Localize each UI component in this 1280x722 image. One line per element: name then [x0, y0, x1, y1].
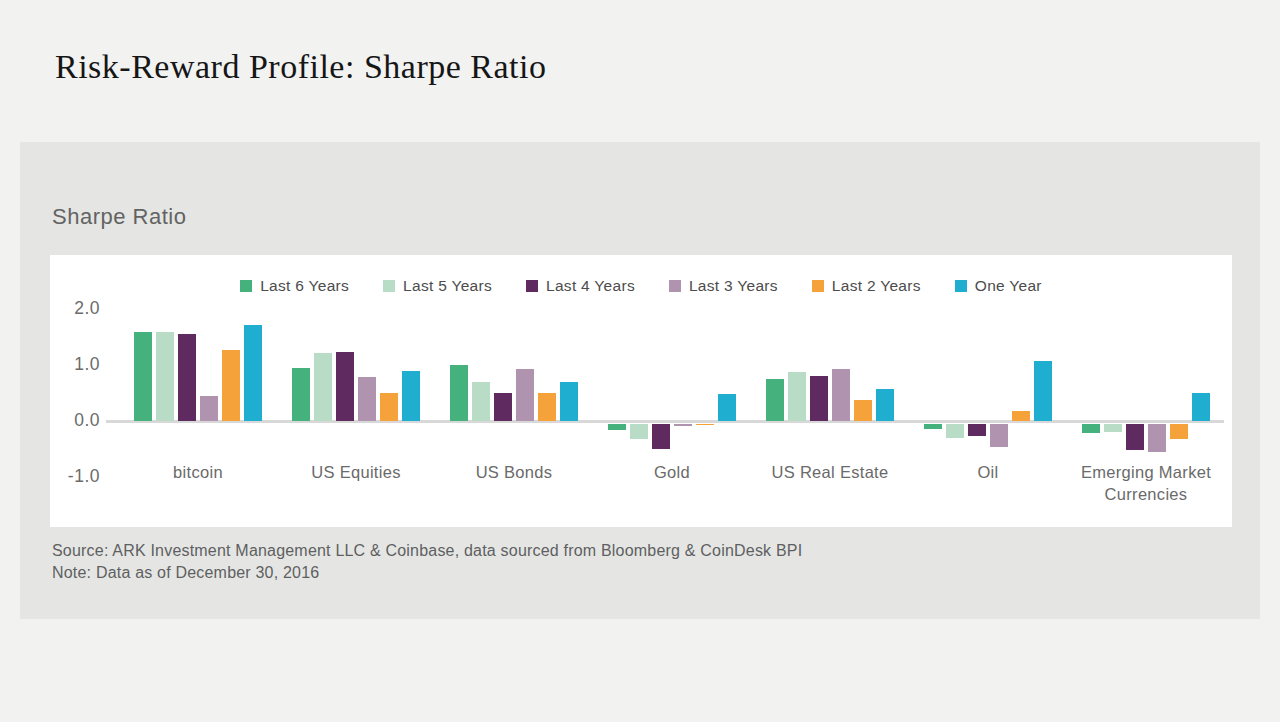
bar-one-year — [876, 389, 894, 421]
plot-area: 2.0 1.0 0.0 -1.0 bitcoinUS EquitiesUS BondsG… — [50, 255, 1232, 527]
source-line: Source: ARK Investment Management LLC & … — [52, 540, 802, 562]
bar-last-4-years — [968, 424, 986, 436]
bar-last-3-years — [516, 369, 534, 421]
bar-last-5-years — [1104, 424, 1122, 432]
bar-one-year — [244, 325, 262, 421]
bar-last-3-years — [832, 369, 850, 421]
bar-last-5-years — [630, 424, 648, 439]
zero-axis-line — [106, 420, 1224, 423]
x-axis-category-label: US Equities — [268, 461, 444, 483]
y-axis-tick: 1.0 — [54, 354, 100, 375]
page-title: Risk-Reward Profile: Sharpe Ratio — [55, 48, 546, 86]
bar-last-6-years — [134, 332, 152, 421]
y-axis-tick: 0.0 — [54, 410, 100, 431]
note-line: Note: Data as of December 30, 2016 — [52, 562, 802, 584]
bar-last-6-years — [608, 424, 626, 430]
bar-last-2-years — [854, 400, 872, 421]
chart-area: Last 6 YearsLast 5 YearsLast 4 YearsLast… — [50, 255, 1232, 527]
bar-last-6-years — [924, 424, 942, 429]
x-axis-category-label: Emerging Market Currencies — [1058, 461, 1234, 506]
bar-last-2-years — [1012, 411, 1030, 421]
bar-one-year — [1192, 393, 1210, 421]
bar-last-3-years — [674, 424, 692, 426]
bar-last-4-years — [1126, 424, 1144, 450]
bar-last-2-years — [696, 424, 714, 425]
bar-last-4-years — [494, 393, 512, 421]
bar-one-year — [560, 382, 578, 421]
bar-last-4-years — [336, 352, 354, 421]
chart-subtitle: Sharpe Ratio — [52, 204, 186, 230]
bar-last-4-years — [652, 424, 670, 449]
bar-last-4-years — [810, 376, 828, 421]
bar-last-6-years — [1082, 424, 1100, 433]
bar-last-5-years — [788, 372, 806, 421]
bar-last-6-years — [450, 365, 468, 421]
bar-last-4-years — [178, 334, 196, 421]
bar-last-3-years — [200, 396, 218, 421]
source-note: Source: ARK Investment Management LLC & … — [52, 540, 802, 584]
x-axis-category-label: US Real Estate — [742, 461, 918, 483]
bar-last-5-years — [156, 332, 174, 421]
bar-last-5-years — [314, 353, 332, 421]
bar-last-2-years — [1170, 424, 1188, 439]
bar-last-2-years — [222, 350, 240, 421]
y-axis-tick: -1.0 — [54, 466, 100, 487]
bar-last-2-years — [538, 393, 556, 421]
bar-last-3-years — [990, 424, 1008, 447]
y-axis-tick: 2.0 — [54, 298, 100, 319]
chart-panel: Sharpe Ratio Last 6 YearsLast 5 YearsLas… — [20, 142, 1260, 619]
bar-one-year — [1034, 361, 1052, 421]
bar-one-year — [402, 371, 420, 421]
bar-last-5-years — [946, 424, 964, 438]
bar-last-6-years — [292, 368, 310, 421]
x-axis-category-label: US Bonds — [426, 461, 602, 483]
bar-last-3-years — [1148, 424, 1166, 452]
bar-last-5-years — [472, 382, 490, 421]
bar-last-3-years — [358, 377, 376, 421]
x-axis-category-label: Gold — [584, 461, 760, 483]
bar-one-year — [718, 394, 736, 421]
x-axis-category-label: Oil — [900, 461, 1076, 483]
x-axis-category-label: bitcoin — [110, 461, 286, 483]
bar-last-2-years — [380, 393, 398, 421]
bar-last-6-years — [766, 379, 784, 421]
